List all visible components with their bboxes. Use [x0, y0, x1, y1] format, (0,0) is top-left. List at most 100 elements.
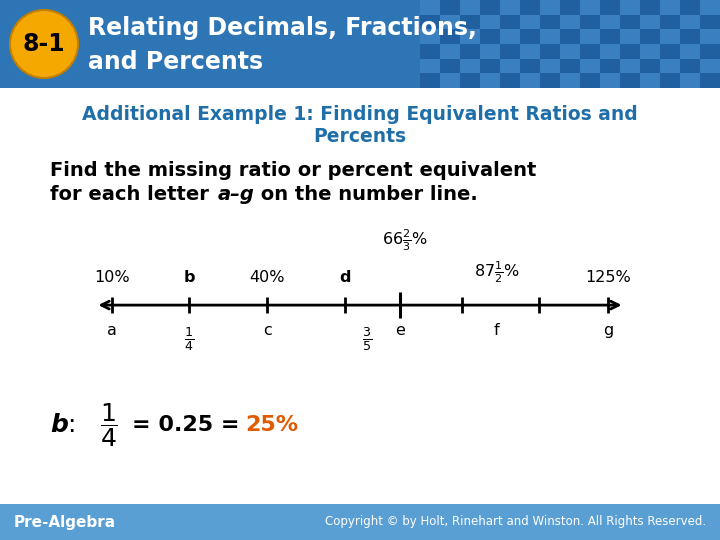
- Bar: [540, 29, 560, 44]
- Text: $\bfit{b}$:: $\bfit{b}$:: [50, 413, 76, 437]
- Bar: [620, 44, 640, 59]
- Text: $\dfrac{1}{4}$: $\dfrac{1}{4}$: [100, 401, 118, 449]
- Text: $\frac{1}{4}$: $\frac{1}{4}$: [184, 325, 194, 353]
- Bar: [580, 44, 600, 59]
- Bar: [440, 29, 460, 44]
- Bar: [700, 0, 720, 15]
- Bar: [480, 59, 500, 73]
- Bar: [520, 59, 540, 73]
- Bar: [540, 0, 560, 15]
- Bar: [680, 44, 700, 59]
- Bar: [660, 73, 680, 88]
- Bar: [420, 29, 440, 44]
- Bar: [660, 29, 680, 44]
- Text: d: d: [339, 270, 351, 285]
- Bar: [560, 44, 580, 59]
- Bar: [660, 59, 680, 73]
- Text: $87\frac{1}{2}$%: $87\frac{1}{2}$%: [474, 259, 520, 285]
- Bar: [520, 44, 540, 59]
- Bar: [520, 73, 540, 88]
- Bar: [560, 15, 580, 29]
- Bar: [560, 0, 580, 15]
- Bar: [640, 15, 660, 29]
- Bar: [0, 0, 720, 88]
- Bar: [600, 0, 620, 15]
- Bar: [480, 0, 500, 15]
- Text: f: f: [494, 323, 500, 338]
- Text: a: a: [107, 323, 117, 338]
- Text: = 0.25 =: = 0.25 =: [132, 415, 240, 435]
- Text: Additional Example 1: Finding Equivalent Ratios and: Additional Example 1: Finding Equivalent…: [82, 105, 638, 124]
- Bar: [460, 59, 480, 73]
- Text: Pre-Algebra: Pre-Algebra: [14, 515, 116, 530]
- Circle shape: [10, 10, 78, 78]
- Bar: [600, 73, 620, 88]
- Bar: [500, 73, 520, 88]
- Bar: [640, 73, 660, 88]
- Bar: [460, 73, 480, 88]
- Bar: [540, 15, 560, 29]
- Bar: [460, 15, 480, 29]
- Bar: [580, 0, 600, 15]
- Bar: [420, 44, 440, 59]
- Bar: [620, 0, 640, 15]
- Bar: [420, 15, 440, 29]
- Bar: [520, 15, 540, 29]
- Bar: [560, 29, 580, 44]
- Bar: [500, 15, 520, 29]
- Bar: [440, 44, 460, 59]
- Text: 40%: 40%: [249, 270, 285, 285]
- Bar: [680, 15, 700, 29]
- Bar: [460, 44, 480, 59]
- Bar: [620, 15, 640, 29]
- Bar: [480, 73, 500, 88]
- Bar: [600, 15, 620, 29]
- Bar: [460, 0, 480, 15]
- Bar: [500, 44, 520, 59]
- Text: $\frac{3}{5}$: $\frac{3}{5}$: [362, 325, 372, 353]
- Bar: [420, 59, 440, 73]
- Bar: [540, 44, 560, 59]
- Bar: [480, 15, 500, 29]
- Text: 25%: 25%: [245, 415, 298, 435]
- Bar: [540, 59, 560, 73]
- Bar: [700, 59, 720, 73]
- Bar: [640, 44, 660, 59]
- Bar: [680, 29, 700, 44]
- Bar: [0, 504, 720, 540]
- Bar: [480, 29, 500, 44]
- Bar: [420, 73, 440, 88]
- Bar: [580, 29, 600, 44]
- Text: c: c: [263, 323, 271, 338]
- Bar: [640, 29, 660, 44]
- Text: e: e: [395, 323, 405, 338]
- Bar: [440, 0, 460, 15]
- Text: on the number line.: on the number line.: [254, 186, 478, 205]
- Bar: [600, 59, 620, 73]
- Text: and Percents: and Percents: [88, 50, 263, 74]
- Bar: [680, 73, 700, 88]
- Bar: [580, 15, 600, 29]
- Bar: [500, 59, 520, 73]
- Bar: [440, 59, 460, 73]
- Bar: [700, 44, 720, 59]
- Bar: [640, 59, 660, 73]
- Bar: [600, 44, 620, 59]
- Bar: [540, 73, 560, 88]
- Bar: [440, 73, 460, 88]
- Text: for each letter: for each letter: [50, 186, 215, 205]
- Bar: [580, 73, 600, 88]
- Bar: [500, 0, 520, 15]
- Text: Relating Decimals, Fractions,: Relating Decimals, Fractions,: [88, 16, 477, 40]
- Text: 125%: 125%: [585, 270, 631, 285]
- Bar: [700, 15, 720, 29]
- Bar: [620, 29, 640, 44]
- Bar: [600, 29, 620, 44]
- Bar: [680, 0, 700, 15]
- Bar: [700, 29, 720, 44]
- Bar: [460, 29, 480, 44]
- Text: $66\frac{2}{3}$%: $66\frac{2}{3}$%: [382, 227, 428, 253]
- Bar: [500, 29, 520, 44]
- Text: Find the missing ratio or percent equivalent: Find the missing ratio or percent equiva…: [50, 160, 536, 179]
- Bar: [640, 0, 660, 15]
